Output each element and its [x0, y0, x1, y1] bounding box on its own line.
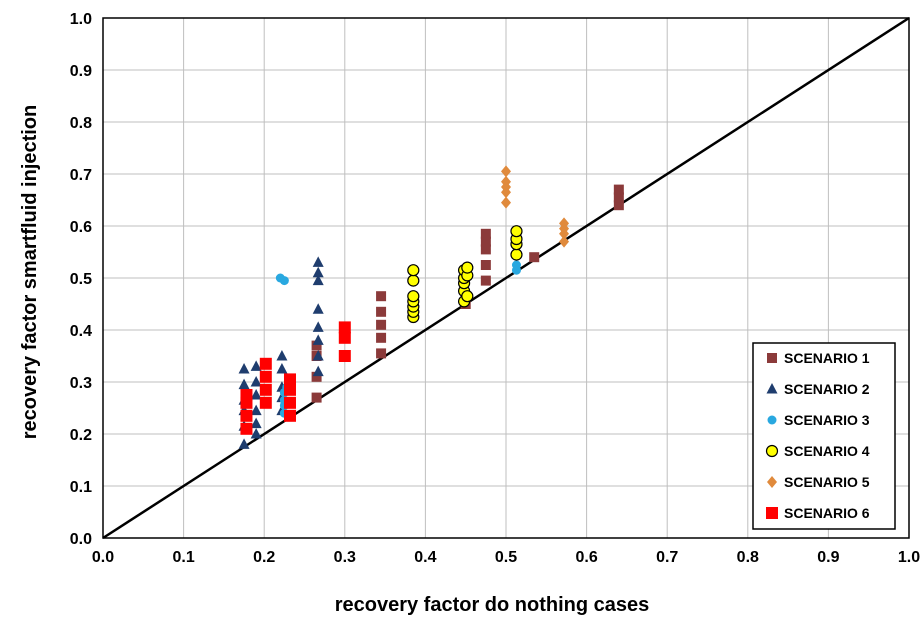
data-point: [376, 333, 386, 343]
data-point: [313, 334, 324, 345]
x-tick-label: 0.8: [737, 549, 759, 566]
data-point: [284, 397, 296, 409]
x-tick-label: 0.3: [334, 549, 356, 566]
data-point: [260, 358, 272, 370]
legend-label: SCENARIO 3: [784, 412, 870, 428]
x-axis-tick-labels: 0.0 0.1 0.2 0.3 0.4 0.5 0.6 0.7 0.8 0.9 1.0: [92, 549, 920, 566]
data-point: [408, 265, 419, 276]
legend-marker: [768, 416, 777, 425]
x-tick-label: 0.4: [414, 549, 436, 566]
x-tick-label: 0.2: [253, 549, 275, 566]
series-5: [501, 165, 569, 247]
data-point: [312, 393, 322, 403]
data-point: [284, 410, 296, 422]
data-point: [276, 350, 287, 361]
data-point: [376, 307, 386, 317]
y-tick-label: 0.4: [70, 323, 92, 340]
y-tick-label: 0.6: [70, 219, 92, 236]
x-tick-label: 0.7: [656, 549, 678, 566]
x-axis-title: recovery factor do nothing cases: [335, 594, 650, 616]
data-point: [260, 384, 272, 396]
data-point: [260, 371, 272, 383]
data-point: [408, 291, 419, 302]
y-tick-label: 0.9: [70, 63, 92, 80]
x-tick-label: 0.1: [172, 549, 194, 566]
data-point: [462, 291, 473, 302]
data-point: [462, 262, 473, 273]
data-point: [276, 363, 287, 374]
data-point: [240, 410, 252, 422]
data-point: [376, 320, 386, 330]
y-tick-label: 0.8: [70, 115, 92, 132]
y-axis-tick-labels: 0.0 0.1 0.2 0.3 0.4 0.5 0.6 0.7 0.8 0.9 1.0: [70, 11, 92, 548]
data-point: [339, 321, 351, 333]
data-point: [313, 267, 324, 278]
data-point: [511, 249, 522, 260]
legend: SCENARIO 1 SCENARIO 2 SCENARIO 3 SCENARIO 4…: [753, 343, 895, 529]
data-points: [239, 165, 624, 449]
legend-box: [753, 343, 895, 529]
data-point: [280, 276, 289, 285]
data-point: [339, 332, 351, 344]
data-point: [511, 226, 522, 237]
data-point: [481, 276, 491, 286]
data-point: [481, 260, 491, 270]
y-tick-label: 0.3: [70, 375, 92, 392]
data-point: [313, 366, 324, 377]
data-point: [614, 185, 624, 195]
x-tick-label: 0.0: [92, 549, 114, 566]
data-point: [512, 261, 521, 270]
data-point: [260, 397, 272, 409]
data-point: [239, 363, 250, 374]
y-axis-title: recovery factor smartfluid injection: [19, 105, 41, 440]
data-point: [339, 350, 351, 362]
data-point: [313, 321, 324, 332]
x-tick-label: 0.5: [495, 549, 517, 566]
y-tick-label: 0.7: [70, 167, 92, 184]
legend-marker: [767, 446, 778, 457]
data-point: [313, 303, 324, 314]
data-point: [501, 165, 511, 177]
data-point: [376, 291, 386, 301]
legend-marker: [766, 507, 778, 519]
y-tick-label: 0.2: [70, 427, 92, 444]
data-point: [501, 197, 511, 209]
legend-label: SCENARIO 1: [784, 350, 870, 366]
data-point: [240, 389, 252, 401]
data-point: [376, 348, 386, 358]
legend-label: SCENARIO 4: [784, 443, 870, 459]
x-tick-label: 0.6: [575, 549, 597, 566]
data-point: [240, 423, 252, 435]
data-point: [313, 256, 324, 267]
legend-label: SCENARIO 6: [784, 505, 870, 521]
y-tick-label: 0.5: [70, 271, 92, 288]
x-tick-label: 1.0: [898, 549, 920, 566]
x-tick-label: 0.9: [817, 549, 839, 566]
legend-label: SCENARIO 5: [784, 474, 870, 490]
data-point: [408, 275, 419, 286]
y-tick-label: 0.1: [70, 479, 92, 496]
y-tick-label: 0.0: [70, 531, 92, 548]
data-point: [284, 384, 296, 396]
data-point: [284, 373, 296, 385]
y-tick-label: 1.0: [70, 11, 92, 28]
legend-marker: [767, 353, 777, 363]
legend-label: SCENARIO 2: [784, 381, 870, 397]
data-point: [481, 229, 491, 239]
data-point: [529, 252, 539, 262]
data-point: [239, 379, 250, 390]
